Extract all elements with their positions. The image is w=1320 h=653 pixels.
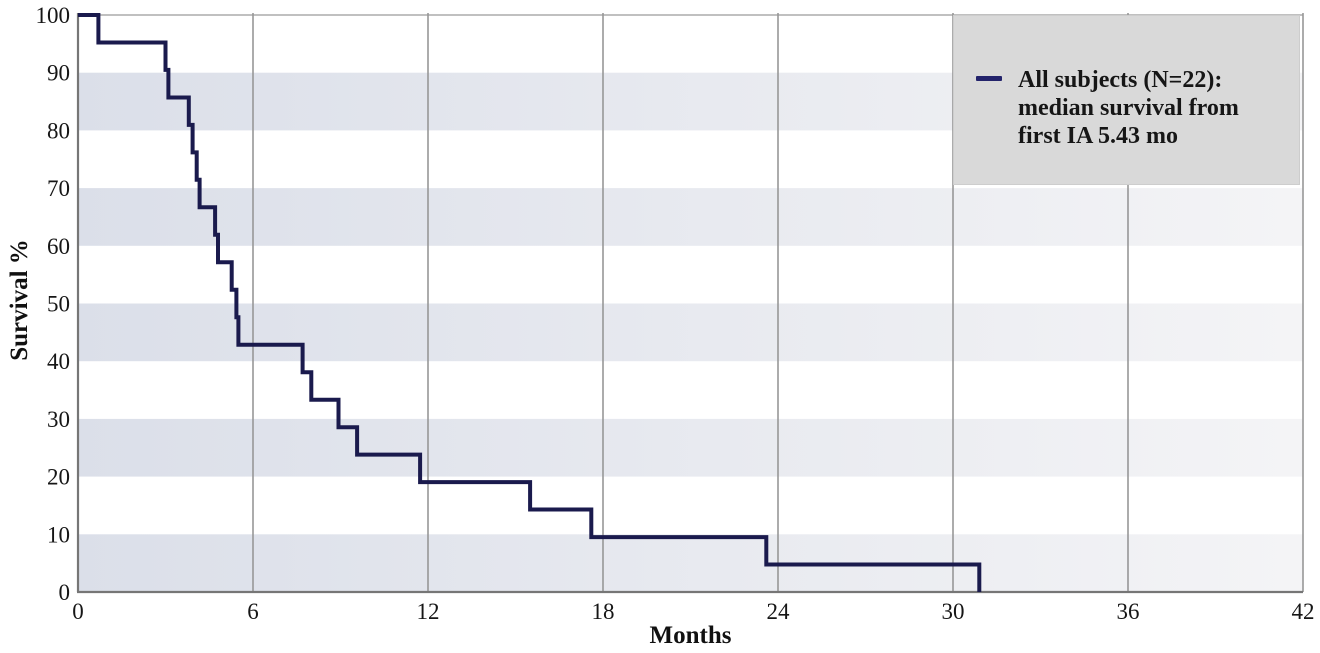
x-tick-label: 6 — [247, 599, 259, 624]
y-tick-label: 20 — [47, 465, 70, 490]
x-tick-label: 36 — [1117, 599, 1140, 624]
x-tick-label: 30 — [942, 599, 965, 624]
x-axis-title: Months — [649, 622, 732, 649]
x-tick-label: 24 — [767, 599, 791, 624]
y-tick-label: 40 — [47, 349, 70, 374]
survival-curve — [78, 13, 982, 592]
y-tick-label: 30 — [47, 407, 70, 432]
y-tick-label: 80 — [47, 118, 70, 143]
plot-band — [78, 418, 1303, 477]
y-tick-label: 10 — [47, 522, 70, 547]
y-tick-label: 0 — [59, 580, 71, 605]
y-tick-label: 70 — [47, 176, 70, 201]
legend-line-marker-icon — [976, 76, 1002, 81]
x-tick-label: 42 — [1292, 599, 1315, 624]
plot-band — [78, 188, 1303, 246]
x-tick-label: 0 — [72, 599, 84, 624]
y-tick-label: 60 — [47, 234, 70, 259]
legend-line-3: first IA 5.43 mo — [1018, 123, 1178, 149]
plot-band — [78, 303, 1303, 362]
plot-band — [78, 534, 1303, 592]
legend-box: All subjects (N=22): median survival fro… — [953, 15, 1300, 185]
x-tick-label: 12 — [417, 599, 440, 624]
y-tick-label: 90 — [47, 61, 70, 86]
y-axis-title: Survival % — [6, 239, 33, 361]
x-tick-label: 18 — [592, 599, 615, 624]
y-tick-label: 100 — [36, 3, 71, 28]
legend-text: All subjects (N=22): median survival fro… — [1018, 66, 1288, 150]
legend-line-2: median survival from — [1018, 95, 1239, 121]
legend-line-1: All subjects (N=22): — [1018, 67, 1223, 93]
y-tick-label: 50 — [47, 292, 70, 317]
